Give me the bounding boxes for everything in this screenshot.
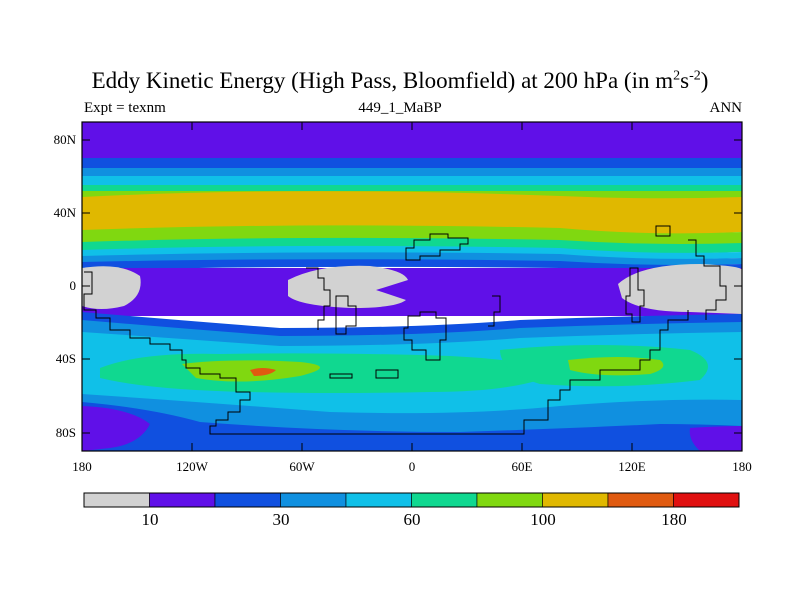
lat-label-40s: 40S xyxy=(55,351,76,366)
colorbar-swatch-0 xyxy=(83,492,150,508)
colorbar-swatch-1 xyxy=(149,492,216,508)
continent-outline-9 xyxy=(488,295,501,327)
southern-storm-track xyxy=(100,353,560,393)
lon-label-60e: 60E xyxy=(511,459,533,474)
colorbar-label-100: 100 xyxy=(530,510,556,529)
contour-field xyxy=(82,122,742,451)
continent-outline-3 xyxy=(655,225,671,237)
lat-label-80s: 80S xyxy=(55,425,76,440)
colorbar-swatch-3 xyxy=(280,492,347,508)
continent-outline-11 xyxy=(329,373,353,379)
band-north-6 xyxy=(82,225,742,246)
lat-label-40n: 40N xyxy=(53,205,76,220)
lon-label-120e: 120E xyxy=(618,459,646,474)
band-south-5 xyxy=(82,402,742,451)
continent-outline-10 xyxy=(375,369,399,379)
colorbar-label-180: 180 xyxy=(661,510,687,529)
colorbar-label-60: 60 xyxy=(403,510,421,529)
continent-outline-8 xyxy=(403,311,447,361)
colorbar-label-10: 10 xyxy=(141,510,159,529)
continent-outlines xyxy=(83,225,727,435)
lon-label-120w: 120W xyxy=(176,459,208,474)
lat-label-80n: 80N xyxy=(53,132,76,147)
continent-outline-7 xyxy=(335,295,357,335)
continent-outline-1 xyxy=(83,271,689,435)
lon-ticks xyxy=(81,122,743,451)
colorbar-swatch-7 xyxy=(542,492,609,508)
jet-north xyxy=(82,191,742,234)
experiment-label: Expt = texnm xyxy=(84,100,166,116)
continent-outline-6 xyxy=(306,267,331,330)
colorbar-swatch-6 xyxy=(476,492,543,508)
colorbar-swatch-2 xyxy=(214,492,281,508)
low-eke-east xyxy=(618,264,742,314)
lon-label-180-west: 180 xyxy=(72,459,92,474)
colorbar-label-30: 30 xyxy=(272,510,290,529)
colorbar-swatch-5 xyxy=(411,492,478,508)
colorbar-swatch-9 xyxy=(673,492,740,508)
southern-peak-orange xyxy=(250,368,276,376)
lat-label-equator: 0 xyxy=(69,278,77,293)
continent-outline-5 xyxy=(625,267,645,323)
polar-south-east xyxy=(689,426,742,451)
season-label: ANN xyxy=(709,100,743,116)
continent-outline-2 xyxy=(405,233,469,261)
colorbar xyxy=(83,492,740,508)
band-north-10 xyxy=(82,259,742,273)
colorbar-frame xyxy=(83,492,740,508)
polar-south-west xyxy=(82,406,150,451)
plot-title: Eddy Kinetic Energy (High Pass, Bloomfie… xyxy=(91,68,709,93)
colorbar-swatch-4 xyxy=(345,492,412,508)
lon-label-0: 0 xyxy=(408,459,416,474)
continent-outline-4 xyxy=(688,239,727,320)
lon-label-180-east: 180 xyxy=(732,459,752,474)
lon-label-60w: 60W xyxy=(289,459,315,474)
lat-ticks xyxy=(82,139,742,434)
low-eke-west xyxy=(82,266,141,309)
colorbar-swatch-8 xyxy=(607,492,674,508)
run-id-label: 449_1_MaBP xyxy=(358,100,442,116)
